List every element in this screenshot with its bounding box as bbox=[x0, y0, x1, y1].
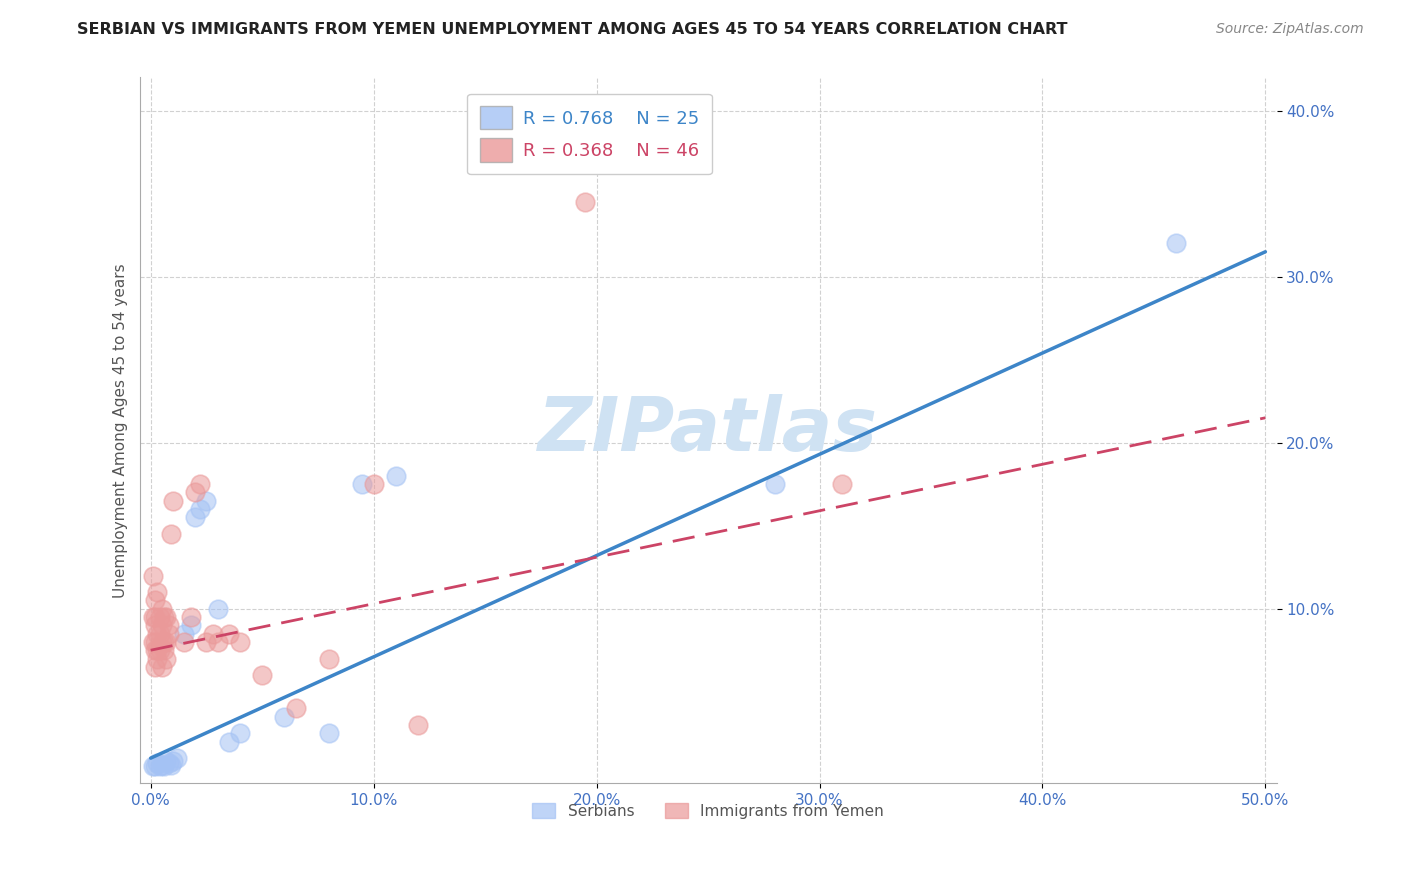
Point bbox=[195, 493, 218, 508]
Point bbox=[143, 759, 166, 773]
Point bbox=[574, 194, 596, 209]
Point bbox=[143, 635, 166, 649]
Point bbox=[155, 755, 177, 769]
Point bbox=[155, 651, 177, 665]
Point bbox=[153, 759, 176, 773]
Point bbox=[188, 502, 211, 516]
Point bbox=[153, 643, 176, 657]
Point bbox=[149, 626, 172, 640]
Point bbox=[150, 757, 173, 772]
Text: ZIPatlas: ZIPatlas bbox=[538, 393, 877, 467]
Point bbox=[157, 626, 180, 640]
Point bbox=[155, 635, 177, 649]
Point bbox=[184, 485, 207, 500]
Point bbox=[146, 585, 169, 599]
Point bbox=[146, 651, 169, 665]
Point bbox=[207, 635, 229, 649]
Point bbox=[218, 734, 240, 748]
Point bbox=[159, 757, 181, 772]
Point bbox=[143, 660, 166, 674]
Point bbox=[406, 718, 429, 732]
Point bbox=[385, 469, 408, 483]
Point bbox=[150, 618, 173, 632]
Point bbox=[180, 610, 202, 624]
Point bbox=[153, 635, 176, 649]
Text: Source: ZipAtlas.com: Source: ZipAtlas.com bbox=[1216, 22, 1364, 37]
Point bbox=[157, 618, 180, 632]
Point bbox=[273, 709, 295, 723]
Point bbox=[229, 635, 252, 649]
Point bbox=[143, 643, 166, 657]
Point bbox=[284, 701, 307, 715]
Point bbox=[143, 610, 166, 624]
Point bbox=[318, 651, 340, 665]
Point bbox=[142, 610, 165, 624]
Point bbox=[150, 635, 173, 649]
Point bbox=[229, 726, 252, 740]
Point bbox=[146, 643, 169, 657]
Point bbox=[142, 635, 165, 649]
Text: SERBIAN VS IMMIGRANTS FROM YEMEN UNEMPLOYMENT AMONG AGES 45 TO 54 YEARS CORRELAT: SERBIAN VS IMMIGRANTS FROM YEMEN UNEMPLO… bbox=[77, 22, 1067, 37]
Point bbox=[184, 510, 207, 524]
Point bbox=[150, 601, 173, 615]
Point bbox=[149, 610, 172, 624]
Point bbox=[143, 618, 166, 632]
Point bbox=[142, 568, 165, 582]
Point bbox=[149, 643, 172, 657]
Point bbox=[150, 660, 173, 674]
Point bbox=[1166, 236, 1188, 251]
Point bbox=[166, 751, 188, 765]
Point bbox=[195, 635, 218, 649]
Point bbox=[157, 756, 180, 771]
Legend: Serbians, Immigrants from Yemen: Serbians, Immigrants from Yemen bbox=[526, 797, 890, 825]
Point bbox=[162, 755, 184, 769]
Point bbox=[162, 493, 184, 508]
Point bbox=[173, 626, 195, 640]
Point bbox=[218, 626, 240, 640]
Point bbox=[831, 477, 853, 491]
Point bbox=[202, 626, 225, 640]
Point bbox=[146, 626, 169, 640]
Point bbox=[250, 668, 273, 682]
Point bbox=[159, 527, 181, 541]
Point bbox=[318, 726, 340, 740]
Point bbox=[763, 477, 786, 491]
Point bbox=[143, 593, 166, 607]
Point bbox=[149, 759, 172, 773]
Point bbox=[207, 601, 229, 615]
Point bbox=[352, 477, 374, 491]
Point bbox=[153, 610, 176, 624]
Y-axis label: Unemployment Among Ages 45 to 54 years: Unemployment Among Ages 45 to 54 years bbox=[114, 263, 128, 598]
Point bbox=[146, 756, 169, 771]
Point bbox=[188, 477, 211, 491]
Point bbox=[363, 477, 385, 491]
Point bbox=[173, 635, 195, 649]
Point bbox=[180, 618, 202, 632]
Point bbox=[155, 610, 177, 624]
Point bbox=[142, 759, 165, 773]
